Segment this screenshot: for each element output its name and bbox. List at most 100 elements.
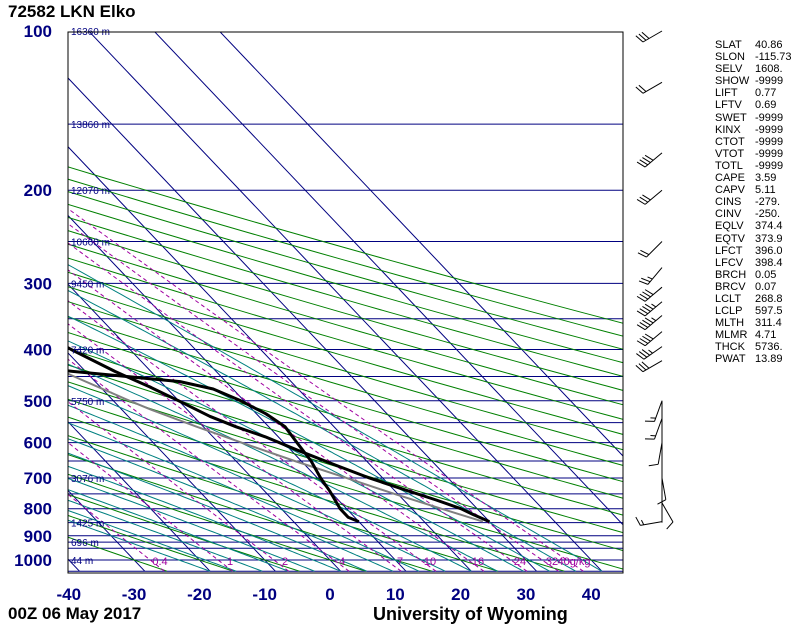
dry-adiabat-line: [68, 398, 623, 570]
index-row: MLMR 4.71: [715, 329, 792, 341]
wind-barb-half-flag: [648, 349, 653, 354]
dry-adiabat-line: [68, 203, 623, 364]
index-value: 3.59: [755, 172, 777, 185]
height-label: 1425 m: [71, 519, 104, 530]
wind-barb-shaft: [642, 360, 663, 373]
mixing-ratio-label: 4: [339, 556, 345, 568]
wind-barb-flag: [642, 319, 651, 326]
wind-barb-shaft: [661, 502, 674, 523]
moist-adiabat-line: [68, 363, 498, 572]
indices-panel: SLAT 40.86 SLON -115.73 SELV 1608. SHOW -9999 LI…: [715, 39, 792, 366]
wind-barb-flag: [644, 154, 654, 161]
dry-adiabat-line: [68, 454, 433, 572]
temperature-tick-label: -10: [252, 585, 277, 604]
index-value: 597.5: [755, 305, 783, 318]
moist-adiabat-line: [68, 489, 289, 572]
index-row: CINV -250.: [715, 208, 792, 220]
wind-barb-half-flag: [640, 519, 645, 526]
height-label: 12070 m: [71, 186, 110, 197]
wind-barb-half-flag: [647, 276, 653, 280]
index-value: -9999: [755, 135, 784, 148]
wind-barb: [661, 502, 674, 530]
height-label: 13860 m: [71, 120, 110, 131]
index-value: 398.4: [755, 256, 783, 269]
wind-barb: [635, 30, 663, 43]
index-value: 0.05: [755, 268, 777, 281]
index-value: 5736.: [755, 341, 783, 354]
wind-barb-flag: [638, 84, 647, 92]
wind-barb-flag: [644, 303, 654, 310]
dry-adiabat-line: [68, 166, 623, 324]
index-key: CTOT: [715, 135, 745, 148]
wind-barb: [636, 346, 663, 360]
temperature-tick-label: -20: [187, 585, 212, 604]
index-row: LCLT 268.8: [715, 293, 792, 305]
wind-barb-flag: [641, 277, 651, 283]
index-key: BRCH: [715, 268, 747, 281]
index-key: CINV: [715, 208, 742, 221]
wind-barb-flag: [635, 516, 641, 526]
index-key: LCLP: [715, 305, 743, 318]
dry-adiabat-line: [68, 435, 499, 572]
mixing-ratio-label: 16: [472, 556, 484, 568]
index-value: 0.69: [755, 99, 777, 112]
index-row: SLAT 40.86: [715, 39, 792, 51]
temperature-tick-label: -30: [122, 585, 147, 604]
isotherm-line: [154, 32, 623, 526]
mixing-ratio-line: [68, 358, 350, 572]
dry-adiabat-line: [68, 216, 623, 377]
wind-barb-flag: [636, 161, 646, 168]
index-row: BRCV 0.07: [715, 281, 792, 293]
mixing-ratio-label: 32: [546, 556, 558, 568]
index-row: LFCT 396.0: [715, 245, 792, 257]
moist-adiabat-line: [68, 264, 603, 572]
wind-barb-flag: [636, 353, 645, 360]
isotherm-line: [219, 32, 623, 457]
index-key: SELV: [715, 63, 743, 76]
wind-barb-flag: [639, 159, 649, 166]
wind-barb-flag: [644, 317, 654, 324]
wind-barb-flag: [638, 351, 648, 358]
height-label: 5750 m: [71, 397, 104, 408]
height-label: 44 m: [71, 556, 93, 567]
dry-adiabat-line: [68, 381, 623, 552]
index-value: 396.0: [755, 244, 783, 257]
wind-barb-flag: [639, 308, 649, 315]
wind-barb-flag: [644, 289, 654, 296]
dry-adiabat-line: [68, 178, 623, 337]
moist-adiabat-line: [68, 315, 550, 572]
pressure-tick-label: 500: [24, 392, 52, 411]
wind-barb-flag: [639, 293, 649, 300]
wind-barb-half-flag: [651, 317, 657, 322]
wind-barb-half-flag: [651, 303, 657, 308]
index-row: SLON -115.73: [715, 51, 792, 63]
wind-barb-flag: [642, 306, 651, 312]
wind-barb: [635, 81, 663, 94]
moist-adiabat-line: [68, 404, 446, 572]
index-value: 0.07: [755, 280, 777, 293]
pressure-tick-label: 300: [24, 274, 52, 293]
index-row: SHOW -9999: [715, 75, 792, 87]
moist-adiabat-line: [68, 477, 315, 572]
height-label: 10660 m: [71, 238, 110, 249]
wind-barb-flag: [637, 252, 647, 258]
index-row: CAPV 5.11: [715, 184, 792, 196]
wind-barb-flag: [638, 280, 649, 285]
wind-barb-flag: [636, 295, 646, 302]
index-key: CAPV: [715, 184, 745, 197]
wind-barb-flag: [636, 198, 646, 205]
index-key: LFTV: [715, 99, 742, 112]
wind-barb: [644, 418, 663, 440]
temperature-tick-label: -40: [57, 585, 82, 604]
index-key: CAPE: [715, 172, 745, 185]
mixing-ratio-line: [68, 493, 165, 572]
index-key: THCK: [715, 341, 745, 354]
index-value: -115.73: [755, 51, 792, 64]
wind-barb: [648, 442, 663, 467]
mixing-ratio-label: 10: [424, 556, 436, 568]
index-row: PWAT 13.89: [715, 353, 792, 365]
pressure-tick-label: 100: [24, 22, 52, 41]
isotherm-line: [68, 352, 276, 572]
chart-title: 72582 LKN Elko: [8, 2, 136, 21]
index-row: CINS -279.: [715, 196, 792, 208]
